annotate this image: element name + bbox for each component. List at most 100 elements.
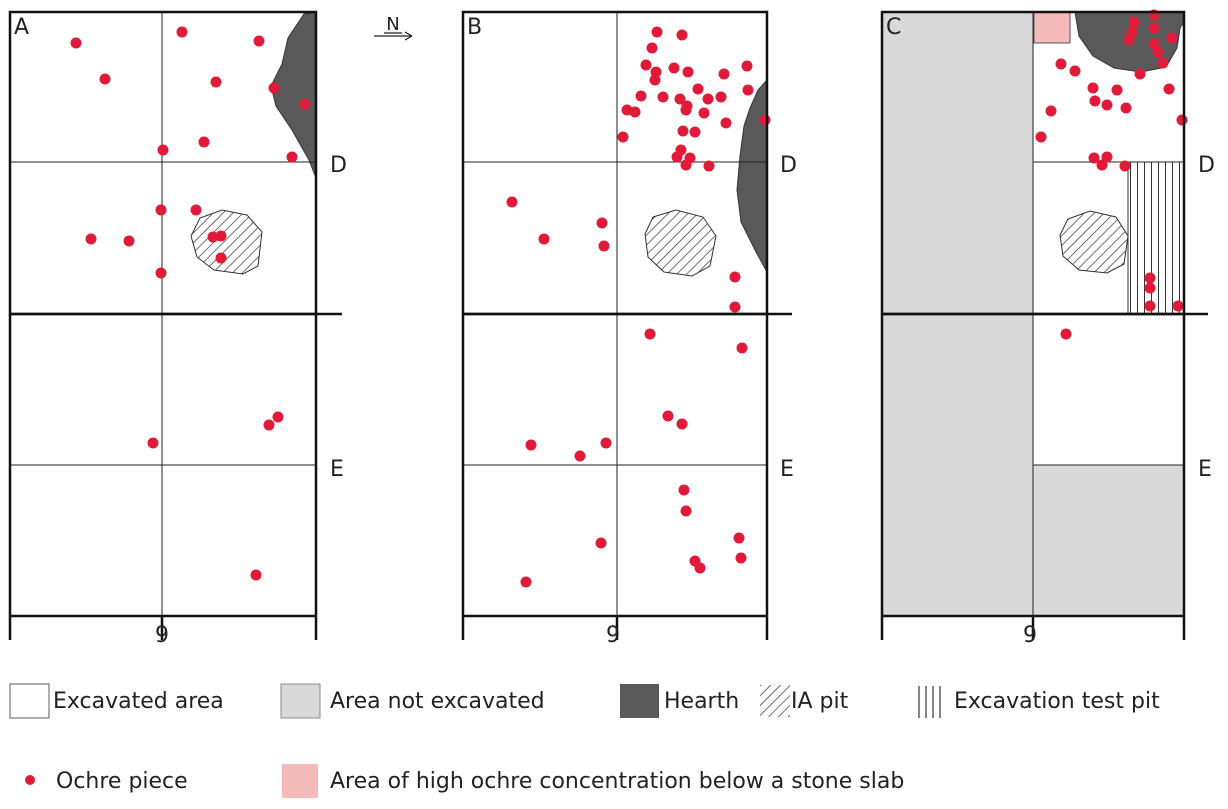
- ochre-piece: [671, 151, 683, 163]
- legend: Excavated area Area not excavated Hearth…: [9, 683, 1160, 798]
- legend-label-ochre: Ochre piece: [56, 769, 188, 794]
- ochre-points-b: [506, 26, 771, 588]
- ochre-piece: [676, 29, 688, 41]
- ochre-piece: [1101, 99, 1113, 111]
- legend-label-hearth: Hearth: [664, 689, 739, 714]
- ochre-piece: [650, 66, 662, 78]
- legend-swatch-high-concentration: [282, 764, 318, 798]
- ochre-piece: [215, 252, 227, 264]
- hearth: [270, 11, 317, 179]
- panel-letter: C: [886, 15, 901, 40]
- row-label-d: D: [780, 153, 797, 178]
- ochre-piece: [123, 235, 135, 247]
- ochre-piece: [680, 104, 692, 116]
- legend-swatch-ia-pit: [760, 685, 790, 717]
- legend-label-ia-pit: IA pit: [791, 689, 849, 714]
- ochre-piece: [729, 271, 741, 283]
- ochre-piece: [680, 159, 692, 171]
- ochre-piece: [176, 26, 188, 38]
- legend-swatch-hearth: [620, 684, 659, 718]
- panel-letter: A: [14, 15, 29, 40]
- ochre-piece: [644, 328, 656, 340]
- ochre-piece: [715, 91, 727, 103]
- panel-b: B D E 9: [461, 10, 797, 648]
- ochre-piece: [1166, 32, 1178, 44]
- ochre-piece: [640, 59, 652, 71]
- ochre-piece: [702, 93, 714, 105]
- ochre-piece: [720, 117, 732, 129]
- ochre-piece: [1152, 46, 1164, 58]
- ochre-piece: [1111, 84, 1123, 96]
- ochre-piece: [729, 301, 741, 313]
- ochre-piece: [657, 91, 669, 103]
- hearth: [736, 78, 768, 273]
- ochre-piece: [520, 576, 532, 588]
- legend-label-high-concentration: Area of high ochre concentration below a…: [330, 769, 904, 794]
- ochre-piece: [600, 437, 612, 449]
- ochre-piece: [155, 204, 167, 216]
- ochre-piece: [668, 62, 680, 74]
- column-label: 9: [606, 623, 620, 648]
- legend-label-excavated: Excavated area: [53, 689, 224, 714]
- ochre-points-a: [70, 26, 311, 581]
- ochre-piece: [147, 437, 159, 449]
- ochre-piece: [662, 410, 674, 422]
- legend-swatch-excavated: [9, 683, 50, 719]
- ochre-piece: [1088, 152, 1100, 164]
- ochre-piece: [1144, 272, 1156, 284]
- ochre-piece: [1087, 82, 1099, 94]
- ochre-piece: [733, 532, 745, 544]
- panel-letter: B: [467, 15, 482, 40]
- ochre-piece: [1144, 282, 1156, 294]
- ochre-piece: [1120, 102, 1132, 114]
- ochre-piece: [253, 35, 265, 47]
- ochre-piece: [692, 83, 704, 95]
- ochre-piece: [1134, 68, 1146, 80]
- ochre-piece: [1119, 160, 1131, 172]
- ochre-points-c: [1035, 9, 1188, 340]
- column-label: 9: [155, 623, 169, 648]
- panel-c: C D E 9: [880, 9, 1215, 648]
- ochre-piece: [272, 411, 284, 423]
- ochre-piece: [155, 267, 167, 279]
- area-not-excavated: [1033, 465, 1184, 616]
- ochre-piece: [1060, 328, 1072, 340]
- ochre-piece: [157, 144, 169, 156]
- grid-frame-upper: [461, 10, 769, 316]
- ochre-piece: [598, 240, 610, 252]
- panel-a: A D E 9: [8, 10, 347, 648]
- ochre-piece: [1069, 65, 1081, 77]
- ia-pit: [190, 209, 263, 275]
- ochre-piece: [677, 125, 689, 137]
- ochre-piece: [678, 484, 690, 496]
- ochre-piece: [595, 537, 607, 549]
- ochre-piece: [1144, 300, 1156, 312]
- ochre-piece: [99, 73, 111, 85]
- ochre-piece: [689, 126, 701, 138]
- ia-pit: [1059, 210, 1129, 274]
- ochre-piece: [1148, 22, 1160, 34]
- ochre-piece: [85, 233, 97, 245]
- ochre-piece: [649, 74, 661, 86]
- ochre-piece: [263, 419, 275, 431]
- ochre-piece: [215, 230, 227, 242]
- ochre-piece: [680, 505, 692, 517]
- north-arrow: N: [374, 14, 413, 41]
- ochre-piece: [741, 60, 753, 72]
- legend-label-not-excavated: Area not excavated: [330, 689, 545, 714]
- ochre-piece: [703, 160, 715, 172]
- ochre-piece: [646, 42, 658, 54]
- ochre-piece: [736, 342, 748, 354]
- ochre-piece: [210, 76, 222, 88]
- ochre-piece: [759, 114, 771, 126]
- ochre-piece: [70, 37, 82, 49]
- ochre-piece: [617, 131, 629, 143]
- ia-pit: [644, 209, 717, 277]
- legend-swatch-not-excavated: [280, 683, 321, 719]
- row-label-e: E: [780, 457, 794, 482]
- excavation-test-pit: [1127, 161, 1185, 315]
- ochre-piece: [735, 552, 747, 564]
- ochre-piece: [1123, 34, 1135, 46]
- ochre-piece: [525, 439, 537, 451]
